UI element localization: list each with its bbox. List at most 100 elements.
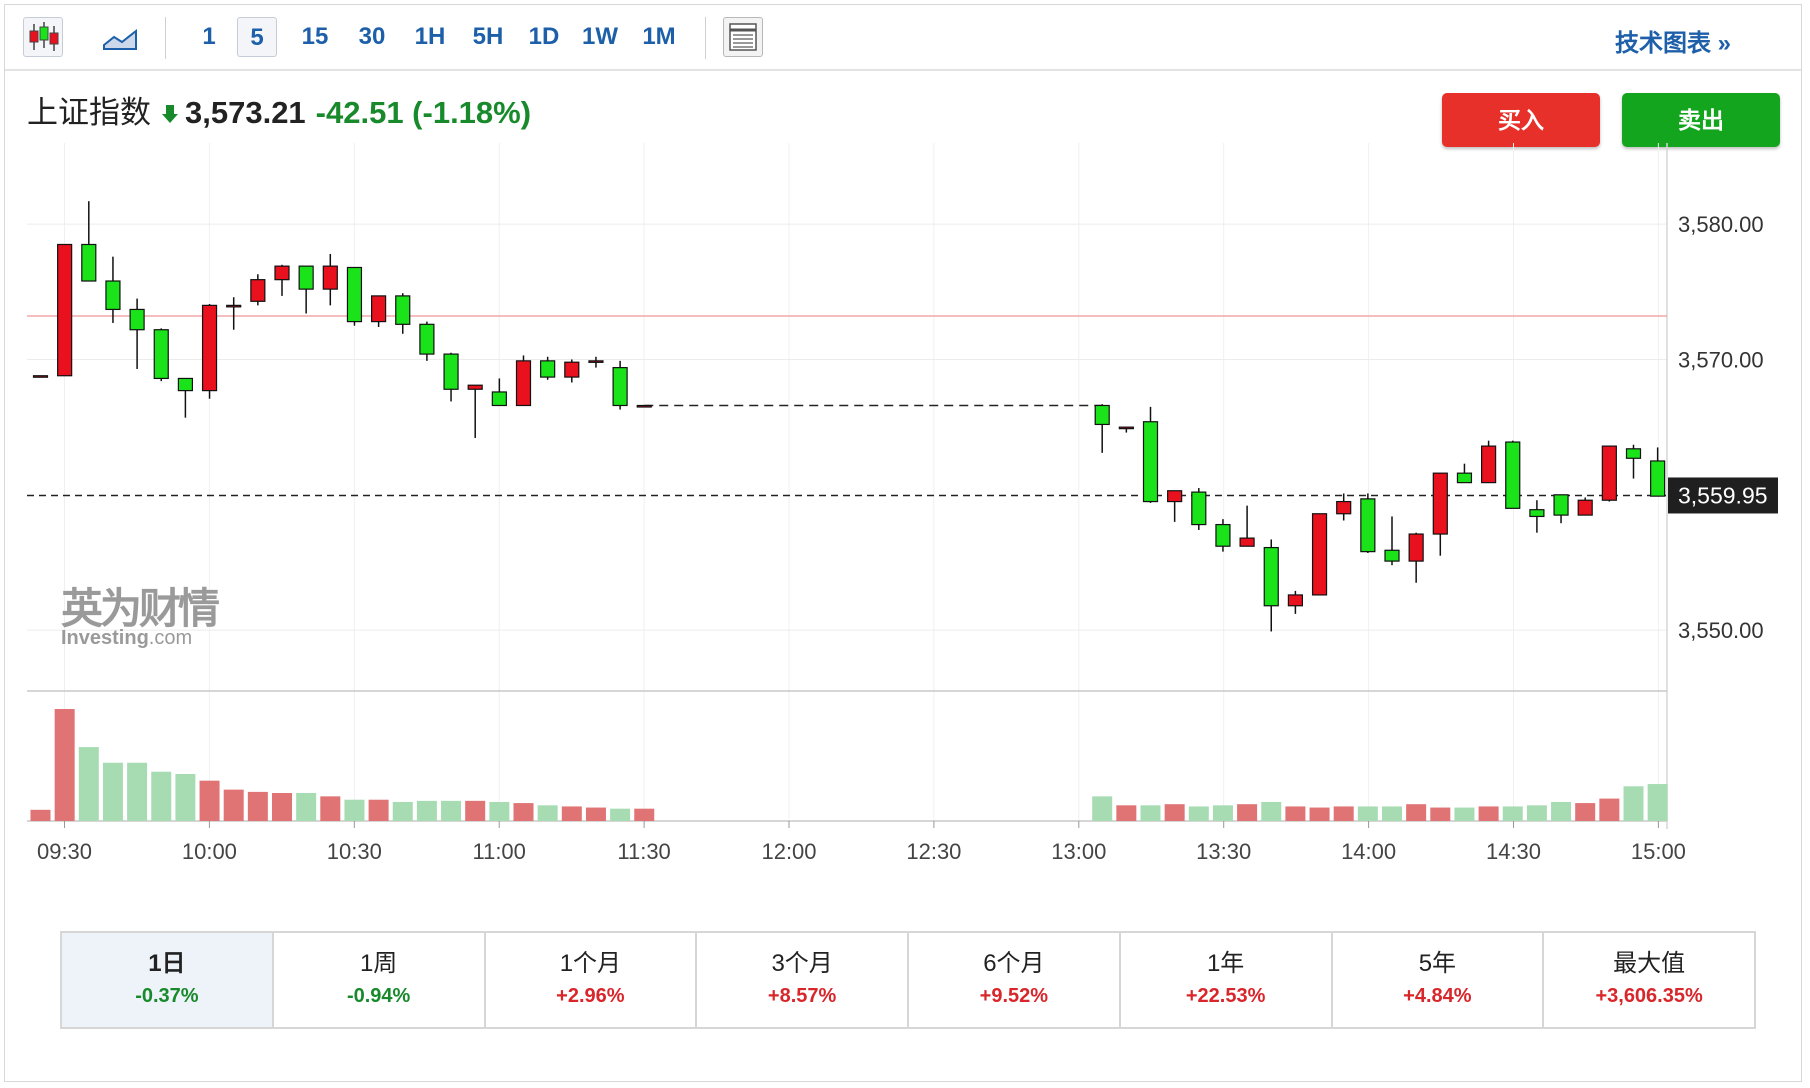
- interval-1w[interactable]: 1W: [582, 23, 618, 50]
- volume-bar: [489, 801, 510, 821]
- period-1m[interactable]: 1个月 +2.96%: [486, 933, 698, 1027]
- watermark-en-suffix: .com: [148, 627, 193, 649]
- candle-body: [1118, 426, 1134, 430]
- volume-bar: [175, 773, 196, 821]
- period-selector: 1日 -0.37% 1周 -0.94% 1个月 +2.96% 3个月 +8.57…: [60, 931, 1756, 1029]
- volume-bar: [1164, 804, 1185, 821]
- candle: [1408, 532, 1424, 583]
- x-tick-label: 10:00: [182, 839, 237, 864]
- candle: [1239, 505, 1255, 547]
- volume-bar: [1575, 803, 1596, 821]
- candle-body: [32, 375, 49, 378]
- candle: [1263, 539, 1279, 632]
- period-change: +4.84%: [1403, 985, 1472, 1007]
- interval-5[interactable]: 5: [237, 17, 277, 57]
- candle-body: [1577, 499, 1593, 516]
- volume-bar: [561, 806, 582, 821]
- volume-bar: [1623, 786, 1644, 821]
- volume-bar: [1309, 807, 1330, 821]
- period-change: +3,606.35%: [1595, 985, 1703, 1007]
- candle: [1191, 488, 1207, 530]
- period-1w[interactable]: 1周 -0.94%: [274, 933, 486, 1027]
- interval-5h[interactable]: 5H: [472, 23, 504, 50]
- volume-bar: [1430, 807, 1451, 821]
- technical-chart-link[interactable]: 技术图表 »: [1615, 30, 1732, 57]
- candle: [467, 384, 483, 438]
- candle-body: [1384, 549, 1400, 562]
- candle: [515, 355, 532, 407]
- candle: [105, 256, 121, 323]
- candle: [274, 264, 290, 296]
- candle-body: [322, 265, 338, 290]
- candle-body: [1553, 494, 1569, 516]
- interval-1m[interactable]: 1M: [642, 23, 676, 50]
- volume-bar: [392, 801, 413, 821]
- x-tick-label: 12:30: [906, 839, 961, 864]
- period-5y[interactable]: 5年 +4.84%: [1333, 933, 1545, 1027]
- volume-bar: [344, 799, 365, 821]
- period-1y[interactable]: 1年 +22.53%: [1121, 933, 1333, 1027]
- chart-toolbar: 1 5 15 30 1H 5H 1D 1W 1M 技术图表 »: [5, 5, 1801, 71]
- candle-body: [395, 295, 411, 325]
- candle-body: [129, 308, 145, 331]
- interval-1d[interactable]: 1D: [528, 23, 560, 50]
- period-max[interactable]: 最大值 +3,606.35%: [1544, 933, 1754, 1027]
- volume-bar: [585, 807, 606, 821]
- x-tick-label: 13:30: [1196, 839, 1251, 864]
- interval-15[interactable]: 15: [301, 23, 329, 50]
- candle-body: [201, 304, 218, 392]
- candle: [419, 321, 435, 361]
- candle-body: [1142, 421, 1159, 503]
- candle-body: [1215, 523, 1231, 547]
- toolbar-divider: [165, 17, 166, 59]
- interval-1[interactable]: 1: [202, 23, 216, 50]
- x-tick-label: 09:30: [37, 839, 92, 864]
- candle: [1287, 590, 1304, 614]
- candle: [1529, 500, 1545, 533]
- interval-30[interactable]: 30: [358, 23, 386, 50]
- candle-body: [250, 279, 266, 302]
- volume-bar: [247, 791, 268, 821]
- x-tick-label: 12:00: [761, 839, 816, 864]
- volume-bar: [1357, 806, 1378, 821]
- candle: [1311, 513, 1328, 596]
- last-price-badge: [1668, 477, 1778, 514]
- area-chart-icon[interactable]: [100, 17, 140, 57]
- period-label: 1年: [1206, 950, 1245, 977]
- period-change: -0.37%: [135, 985, 199, 1007]
- volume-bar: [1599, 798, 1620, 821]
- table-view-icon[interactable]: [723, 17, 763, 57]
- candle-body: [1601, 445, 1617, 501]
- period-change: -0.94%: [346, 985, 411, 1007]
- period-6m[interactable]: 6个月 +9.52%: [909, 933, 1121, 1027]
- candle: [1505, 440, 1521, 509]
- period-1d[interactable]: 1日 -0.37%: [62, 933, 274, 1027]
- period-label: 1周: [359, 950, 398, 977]
- interval-1h[interactable]: 1H: [414, 23, 446, 50]
- candle-body: [1191, 491, 1207, 526]
- candle-body: [1480, 445, 1497, 484]
- candle-body: [540, 360, 556, 378]
- volume-bar: [610, 808, 631, 821]
- period-change: +22.53%: [1185, 985, 1266, 1007]
- period-label: 1日: [148, 950, 186, 977]
- period-label: 5年: [1418, 950, 1457, 977]
- period-label: 1个月: [559, 950, 622, 977]
- candle-body: [419, 323, 435, 355]
- candlestick-chart-icon[interactable]: [23, 17, 63, 57]
- candle: [129, 298, 145, 369]
- price-chart[interactable]: 3,559.95 3,550.00 3,570.00 3,580.00 09:30 10:…: [5, 5, 1801, 905]
- candle: [250, 274, 266, 306]
- candle: [588, 356, 604, 368]
- period-3m[interactable]: 3个月 +8.57%: [697, 933, 909, 1027]
- candle-body: [177, 377, 193, 392]
- candle: [1094, 404, 1110, 453]
- y-tick-label: 3,570.00: [1678, 347, 1764, 372]
- sell-button[interactable]: 卖出: [1622, 93, 1780, 147]
- volume-bar: [1454, 807, 1475, 821]
- candle-body: [1167, 490, 1183, 503]
- buy-button[interactable]: 买入: [1442, 93, 1600, 147]
- candle: [564, 359, 580, 383]
- volume-bar: [368, 799, 389, 821]
- candle: [636, 404, 652, 408]
